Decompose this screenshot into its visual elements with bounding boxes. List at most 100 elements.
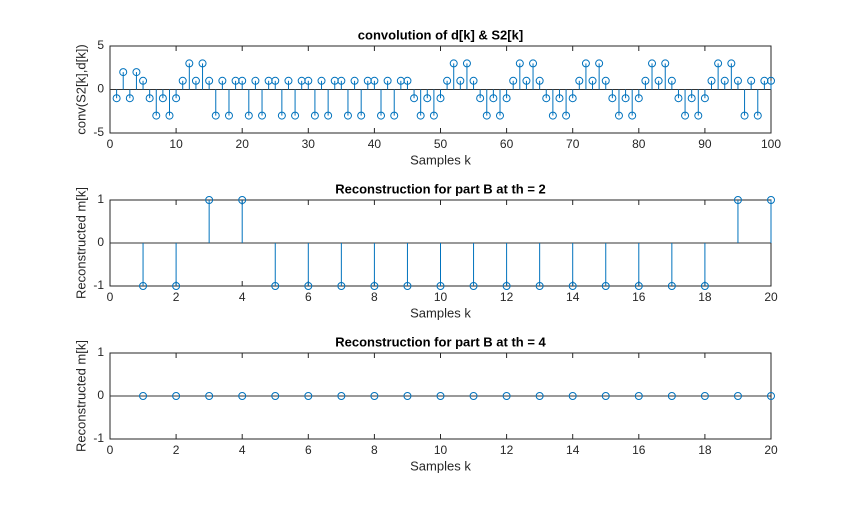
stem-marker — [205, 392, 214, 400]
stem-marker — [575, 76, 584, 85]
stem-marker — [205, 196, 214, 204]
x-tick-label: 30 — [302, 137, 316, 151]
x-tick-label: 8 — [371, 290, 378, 304]
stem-marker — [515, 59, 524, 68]
stem-marker — [343, 111, 352, 120]
stem-marker — [238, 392, 247, 400]
stem-marker — [456, 76, 465, 85]
stem-marker — [284, 76, 293, 85]
stem-marker — [383, 76, 392, 85]
stem-marker — [535, 76, 544, 85]
y-tick-label: 0 — [97, 388, 104, 402]
stem-marker — [416, 111, 425, 120]
stem-marker — [218, 76, 227, 85]
stem-marker — [568, 94, 577, 103]
stem-marker — [767, 392, 775, 400]
stem-marker — [357, 111, 366, 120]
stem-marker — [482, 111, 491, 120]
stem-marker — [469, 76, 478, 85]
stem-marker — [198, 59, 207, 68]
stem-marker — [205, 76, 214, 85]
stem-marker — [654, 76, 663, 85]
stem-marker — [727, 59, 736, 68]
stem-marker — [271, 392, 280, 400]
stem-marker — [172, 94, 181, 103]
stem-marker — [423, 94, 432, 103]
stem-marker — [733, 76, 742, 85]
stem-marker — [158, 94, 167, 103]
stem-marker — [436, 282, 445, 290]
stem-marker — [767, 76, 775, 85]
stem-marker — [542, 94, 551, 103]
x-tick-label: 90 — [698, 137, 712, 151]
stem-marker — [700, 282, 709, 290]
y-axis-label: Reconstructed m[k] — [73, 340, 88, 452]
y-tick-label: 1 — [97, 345, 104, 359]
stem-marker — [139, 392, 148, 400]
x-tick-label: 12 — [500, 290, 514, 304]
stem-marker — [152, 111, 161, 120]
stem-marker — [370, 282, 379, 290]
stem-marker — [535, 282, 544, 290]
stem-marker — [568, 392, 577, 400]
stem-marker — [469, 282, 478, 290]
stem-marker — [502, 282, 511, 290]
stem-marker — [145, 94, 154, 103]
y-tick-label: -1 — [93, 431, 104, 445]
x-tick-label: 4 — [239, 443, 246, 457]
x-tick-label: 20 — [764, 290, 778, 304]
x-tick-label: 12 — [500, 443, 514, 457]
x-tick-label: 0 — [107, 137, 114, 151]
x-tick-label: 2 — [173, 290, 180, 304]
stem-marker — [443, 76, 452, 85]
stem-marker — [310, 111, 319, 120]
stem-marker — [251, 76, 260, 85]
stem-marker — [535, 392, 544, 400]
stem-marker — [568, 282, 577, 290]
x-tick-label: 20 — [764, 443, 778, 457]
stem-marker — [495, 111, 504, 120]
chart-title: convolution of d[k] & S2[k] — [358, 27, 523, 42]
stem-marker — [707, 76, 716, 85]
stem-marker — [191, 76, 200, 85]
stem-marker — [469, 392, 478, 400]
stem-marker — [588, 76, 597, 85]
x-tick-label: 18 — [698, 443, 712, 457]
stem-marker — [667, 282, 676, 290]
x-axis-label: Samples k — [410, 458, 471, 473]
stem-marker — [370, 76, 379, 85]
x-tick-label: 100 — [761, 137, 781, 151]
stem-marker — [119, 68, 128, 77]
stem-marker — [601, 76, 610, 85]
stem-marker — [700, 392, 709, 400]
stem-marker — [271, 282, 280, 290]
stem-marker — [449, 59, 458, 68]
stem-marker — [753, 111, 762, 120]
stem-marker — [304, 282, 313, 290]
y-tick-label: 1 — [97, 192, 104, 206]
stem-marker — [667, 392, 676, 400]
stem-marker — [337, 392, 346, 400]
stem-marker — [476, 94, 485, 103]
stem-marker — [687, 94, 696, 103]
x-axis-label: Samples k — [410, 305, 471, 320]
stem-marker — [403, 282, 412, 290]
stem-marker — [390, 111, 399, 120]
stem-marker — [377, 111, 386, 120]
y-tick-label: 0 — [97, 82, 104, 96]
stem-marker — [132, 68, 141, 77]
stem-marker — [747, 76, 756, 85]
stem-marker — [740, 111, 749, 120]
stem-marker — [462, 59, 471, 68]
stem-marker — [767, 196, 775, 204]
stem-marker — [370, 392, 379, 400]
stem-marker — [165, 111, 174, 120]
stem-marker — [733, 392, 742, 400]
x-tick-label: 20 — [236, 137, 250, 151]
x-tick-label: 10 — [434, 290, 448, 304]
stem-marker — [304, 76, 313, 85]
stem-marker — [608, 94, 617, 103]
stem-marker — [661, 59, 670, 68]
stem-marker — [139, 282, 148, 290]
stem-marker — [211, 111, 220, 120]
